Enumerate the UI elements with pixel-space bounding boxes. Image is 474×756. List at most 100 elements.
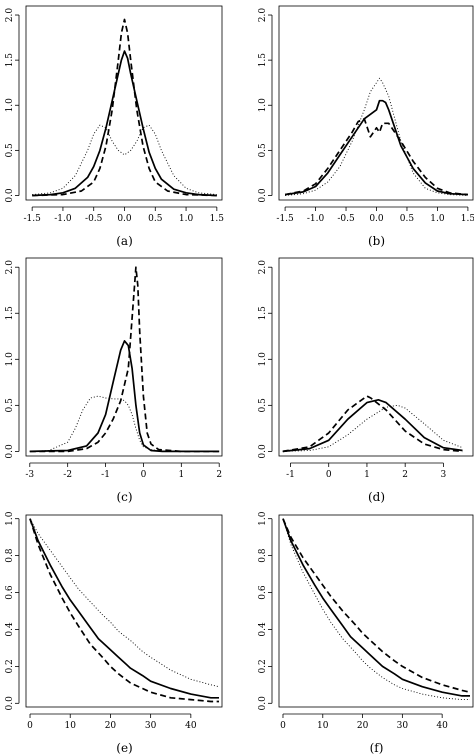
y-tick-label: 0.6 <box>258 585 268 600</box>
series-line-dotted <box>29 395 220 452</box>
x-tick-label: 0 <box>141 470 147 480</box>
x-tick-label: 2 <box>216 470 222 480</box>
y-tick-label: 0.0 <box>5 696 15 711</box>
series-line-solid <box>29 518 219 699</box>
y-tick-label: 2.0 <box>258 8 268 23</box>
series-line-dashed <box>284 117 468 196</box>
plot-frame <box>25 514 223 708</box>
panel-caption: (b) <box>368 234 385 248</box>
y-tick-label: 1.0 <box>258 511 268 526</box>
x-tick-label: -1.0 <box>54 214 72 224</box>
y-tick-label: 1.0 <box>5 511 15 526</box>
series-line-dotted <box>285 77 468 196</box>
y-tick-label: 1.0 <box>258 98 268 113</box>
series-line-dashed <box>282 395 463 453</box>
series-line-solid <box>284 99 468 196</box>
x-tick-label: 30 <box>145 721 157 731</box>
y-tick-label: 0.0 <box>258 696 268 711</box>
y-tick-label: 0.8 <box>5 548 15 563</box>
x-tick-label: 30 <box>397 721 409 731</box>
x-tick-label: 2 <box>402 470 408 480</box>
x-tick-label: -0.5 <box>85 214 103 224</box>
y-tick-label: 1.5 <box>5 53 15 68</box>
y-tick-label: 0.4 <box>5 622 15 637</box>
plot-frame <box>25 5 223 201</box>
y-tick-label: 0.6 <box>5 585 15 600</box>
y-tick-label: 0.0 <box>258 444 268 459</box>
y-tick-label: 0.2 <box>258 659 268 673</box>
x-tick-label: 1.0 <box>179 214 194 224</box>
y-tick-label: 1.5 <box>258 53 268 68</box>
x-tick-label: 0 <box>326 470 332 480</box>
x-tick-label: 0.5 <box>148 214 163 224</box>
chart-panel-1: -1.5 -1.0 -0.5 0.0 0.5 1.0 1.5 0.0 0.5 1.0 1.5 2.0 (… <box>5 5 225 248</box>
y-tick-label: 1.5 <box>5 306 15 321</box>
x-tick-label: -1.5 <box>276 214 294 224</box>
y-tick-label: 0.0 <box>5 444 15 459</box>
x-tick-label: 0 <box>27 721 33 731</box>
x-tick-label: 1.5 <box>461 214 474 224</box>
x-tick-label: -1.5 <box>23 214 41 224</box>
chart-panel-6: 0 10 20 30 40 0.0 0.2 0.4 0.6 0.8 1.0 (f) <box>258 511 474 755</box>
x-tick-label: 0.0 <box>117 214 132 224</box>
x-tick-label: 0 <box>280 721 286 731</box>
series-line-dashed <box>29 266 220 453</box>
plot-frame <box>278 257 474 457</box>
chart-panel-4: -1 0 1 2 3 0.0 0.5 1.0 1.5 2.0 (d) <box>258 257 474 504</box>
panel-caption: (c) <box>116 490 132 504</box>
y-tick-label: 0.4 <box>258 622 268 637</box>
series-line-solid <box>282 398 463 453</box>
y-tick-label: 0.2 <box>5 659 15 673</box>
panel-caption: (d) <box>368 490 385 504</box>
y-tick-label: 0.5 <box>5 398 15 413</box>
x-tick-label: 20 <box>357 721 369 731</box>
series-line-dashed <box>282 518 471 694</box>
series-line-dotted <box>32 124 217 196</box>
series-line-solid <box>29 340 220 453</box>
chart-panel-3: -3 -2 -1 0 1 2 0.0 0.5 1.0 1.5 2.0 (c) <box>5 257 223 504</box>
series-line-dotted <box>282 404 463 452</box>
panel-caption: (a) <box>116 234 133 248</box>
x-tick-label: 1 <box>178 470 184 480</box>
x-tick-label: 1.0 <box>430 214 445 224</box>
x-tick-label: 0.5 <box>400 214 415 224</box>
y-tick-label: 1.0 <box>258 352 268 367</box>
plot-frame <box>25 257 223 457</box>
y-tick-label: 0.8 <box>258 548 268 563</box>
x-tick-label: 1.5 <box>210 214 225 224</box>
series-line-solid <box>32 50 217 197</box>
x-tick-label: 10 <box>64 721 76 731</box>
y-tick-label: 0.0 <box>258 188 268 203</box>
y-tick-label: 2.0 <box>258 260 268 275</box>
y-tick-label: 1.5 <box>258 306 268 321</box>
y-tick-label: 0.5 <box>258 143 268 158</box>
y-tick-label: 0.5 <box>258 398 268 413</box>
x-tick-label: -2 <box>63 470 72 480</box>
x-tick-label: -1 <box>101 470 110 480</box>
series-line-dashed <box>32 18 217 197</box>
panel-caption: (f) <box>370 741 384 755</box>
x-tick-label: 1 <box>364 470 370 480</box>
x-tick-label: -1.0 <box>307 214 325 224</box>
y-tick-label: 1.0 <box>5 352 15 367</box>
series-line-solid <box>282 518 470 697</box>
panel-caption: (e) <box>116 741 132 755</box>
y-tick-label: 2.0 <box>5 260 15 275</box>
y-tick-label: 2.0 <box>5 8 15 23</box>
x-tick-label: 40 <box>436 721 448 731</box>
x-tick-label: 40 <box>185 721 197 731</box>
x-tick-label: -0.5 <box>337 214 355 224</box>
x-tick-label: 10 <box>317 721 329 731</box>
x-tick-label: 20 <box>105 721 117 731</box>
chart-panel-2: -1.5 -1.0 -0.5 0.0 0.5 1.0 1.5 0.0 0.5 1.0 1.5 2.0 (… <box>258 5 474 248</box>
series-line-dotted <box>29 518 220 688</box>
y-tick-label: 0.0 <box>5 188 15 203</box>
x-tick-label: 3 <box>441 470 447 480</box>
x-tick-label: -1 <box>286 470 295 480</box>
series-line-dashed <box>29 518 219 703</box>
series-line-dotted <box>282 518 470 701</box>
x-tick-label: -3 <box>25 470 34 480</box>
plot-frame <box>278 5 474 201</box>
y-tick-label: 0.5 <box>5 143 15 158</box>
